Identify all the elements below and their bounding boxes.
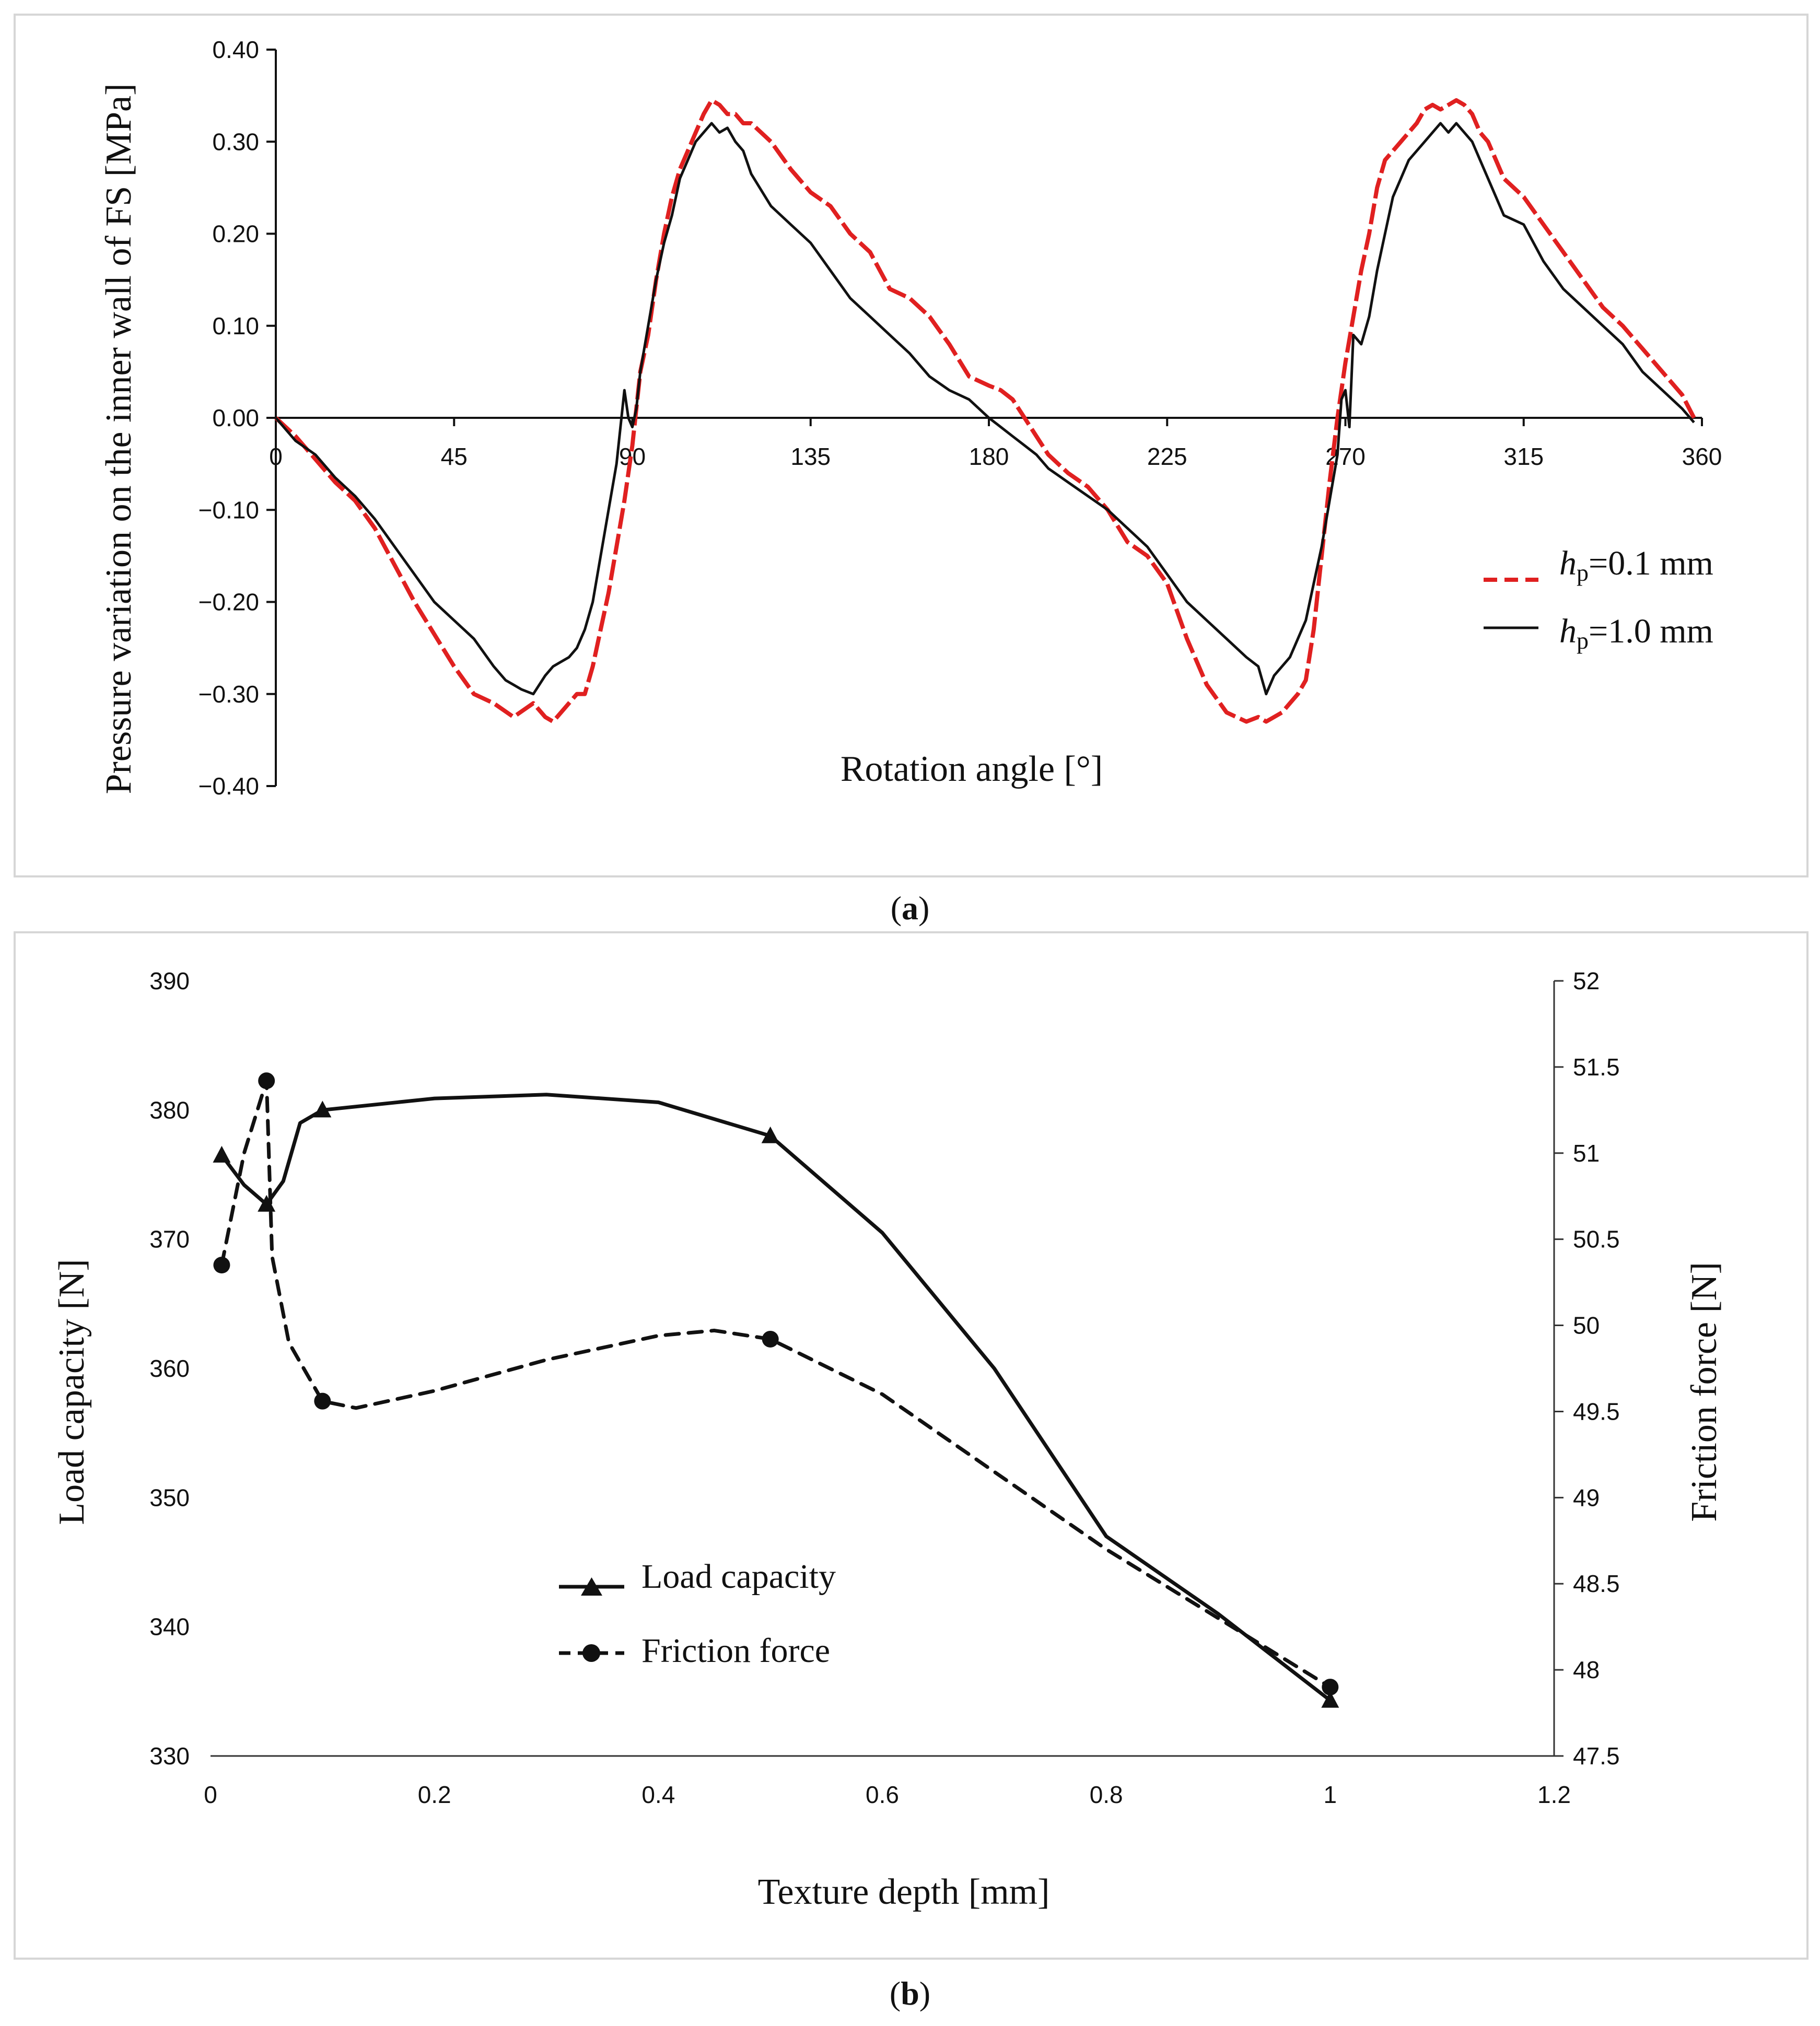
panel-b-legend: Load capacity Friction force [559, 1557, 836, 1670]
friction-force-point [762, 1330, 779, 1348]
panel-b-left-y-tick-label: 330 [149, 1742, 190, 1770]
panel-b-right-y-tick-label: 52 [1573, 967, 1600, 994]
load-capacity-point [1321, 1691, 1339, 1708]
panel-a-caption-letter: a [902, 889, 918, 927]
panel-a-y-tick-label: 0.00 [212, 404, 259, 431]
panel-b-right-y-tick-label: 50 [1573, 1312, 1600, 1339]
legend-marker-circle [582, 1644, 600, 1662]
panel-b-caption: (b) [890, 1975, 930, 2012]
panel-a-y-tick-label: 0.30 [212, 128, 259, 155]
friction-force-point [314, 1392, 331, 1410]
legend-label-hp-0-1: hp=0.1 mm [1559, 544, 1713, 586]
series-line-hp-0-1 [274, 98, 1696, 724]
panel-b-right-y-tick-label: 48.5 [1573, 1570, 1620, 1597]
panel-b-x-tick-label: 0.8 [1090, 1781, 1123, 1808]
panel-b-caption-letter: b [901, 1975, 919, 2012]
panel-b-x-tick-label: 0.2 [418, 1781, 451, 1808]
panel-a-frame [14, 14, 1809, 877]
panel-b-left-y-tick-label: 340 [149, 1613, 190, 1641]
panel-b-left-y-tick-label: 350 [149, 1484, 190, 1511]
panel-a-y-tick-label: 0.20 [212, 220, 259, 248]
legend-label-hp-1-0-sub: p [1577, 627, 1589, 654]
legend-label-hp-1-0: hp=1.0 mm [1559, 612, 1713, 654]
panel-a-y-tick-label: 0.10 [212, 312, 259, 339]
panel-a-y-tick-label: −0.20 [199, 589, 259, 616]
panel-a-x-tick-label: 225 [1147, 443, 1187, 470]
panel-b-x-axis-title: Texture depth [mm] [758, 1872, 1050, 1912]
friction-force-point [258, 1072, 275, 1090]
panel-b-x-tick-label: 1.2 [1537, 1781, 1571, 1808]
legend-label-hp-1-0-rest: =1.0 mm [1589, 612, 1713, 650]
panel-a-x-tick-label: 135 [790, 443, 831, 470]
panel-a-x-tick-label: 45 [441, 443, 468, 470]
panel-a-y-tick-label: −0.30 [199, 681, 259, 708]
panel-a-y-axis-title: Pressure variation on the inner wall of … [99, 84, 139, 794]
panel-b-right-y-tick-label: 47.5 [1573, 1742, 1620, 1770]
panel-a-x-tick-label: 315 [1503, 443, 1544, 470]
panel-b-x-tick-label: 0 [204, 1781, 217, 1808]
friction-force-point [1322, 1679, 1339, 1696]
panel-b-y2-axis-title: Friction force [N] [1684, 1262, 1724, 1522]
panel-b-left-y-tick-label: 370 [149, 1226, 190, 1253]
legend-label-hp-1-0-italic: h [1559, 612, 1577, 650]
panel-a-x-tick-label: 360 [1682, 443, 1722, 470]
panel-a-x-tick-label: 180 [969, 443, 1009, 470]
panel-b-x-tick-label: 1 [1324, 1781, 1337, 1808]
load-capacity-point [313, 1100, 332, 1118]
load-capacity-point [258, 1194, 276, 1212]
panel-b-right-y-ticks: 52 51.5 51 50.5 50 49.5 49 48.5 48 47.5 [1554, 967, 1620, 1770]
load-capacity-point [761, 1126, 779, 1143]
panel-b-left-y-ticks: 390 380 370 360 350 340 330 [149, 967, 190, 1770]
series-line-friction-force [219, 1079, 1332, 1689]
panel-b-right-y-tick-label: 49.5 [1573, 1398, 1620, 1425]
panel-a-series-group [274, 98, 1696, 724]
panel-a-y-tick-label: −0.40 [199, 772, 259, 800]
panel-b-frame [14, 931, 1809, 1960]
panel-b-x-tick-label: 0.4 [641, 1781, 675, 1808]
panel-a-y-tick-label: 0.40 [212, 36, 259, 63]
panel-b-left-y-tick-label: 360 [149, 1355, 190, 1382]
panel-b-right-y-tick-label: 51 [1573, 1140, 1600, 1167]
series-line-hp-1-0 [275, 122, 1695, 696]
panel-b-x-ticks: 0 0.2 0.4 0.6 0.8 1 1.2 [204, 1781, 1571, 1808]
panel-b-x-tick-label: 0.6 [866, 1781, 899, 1808]
panel-b-series-group [213, 1072, 1339, 1708]
panel-b-right-y-tick-label: 50.5 [1573, 1226, 1620, 1253]
legend-label-load-capacity: Load capacity [641, 1557, 836, 1596]
panel-b-right-y-tick-label: 51.5 [1573, 1053, 1620, 1081]
legend-label-friction-force: Friction force [641, 1632, 830, 1670]
panel-a-legend: hp=0.1 mm hp=1.0 mm [1484, 544, 1713, 654]
friction-force-point [213, 1257, 230, 1274]
panel-a-y-ticks: 0.40 0.30 0.20 0.10 0.00 −0.10 −0.20 −0.30 −0.40 [199, 36, 276, 800]
legend-marker-triangle [581, 1577, 602, 1596]
panel-a-caption: (a) [891, 889, 930, 927]
panel-b-right-y-tick-label: 49 [1573, 1484, 1600, 1511]
panel-b-left-y-tick-label: 390 [149, 967, 190, 994]
series-line-load-capacity [219, 1093, 1332, 1703]
load-capacity-point [213, 1145, 231, 1163]
panel-b-right-y-tick-label: 48 [1573, 1656, 1600, 1683]
panel-b-y-axis-title: Load capacity [N] [52, 1259, 92, 1525]
panel-a-x-axis-title: Rotation angle [°] [841, 749, 1103, 789]
legend-label-hp-0-1-sub: p [1577, 559, 1589, 586]
legend-label-hp-0-1-italic: h [1559, 544, 1577, 582]
panel-b-left-y-tick-label: 380 [149, 1096, 190, 1123]
panel-a-y-tick-label: −0.10 [199, 496, 259, 523]
legend-label-hp-0-1-rest: =0.1 mm [1589, 544, 1713, 582]
